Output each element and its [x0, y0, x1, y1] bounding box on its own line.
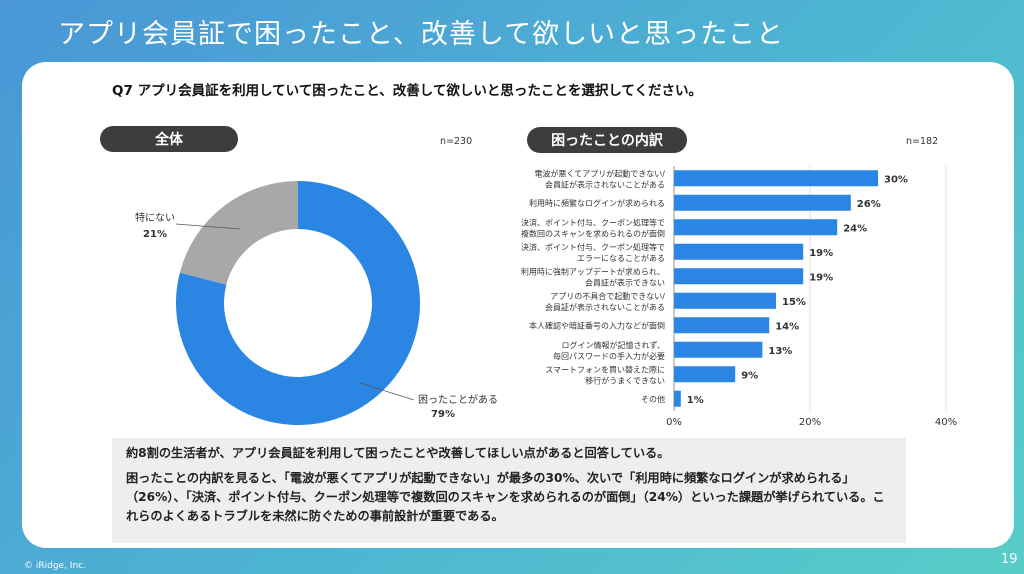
breakdown-pill: 困ったことの内訳 [527, 127, 687, 153]
x-tick-label: 0% [666, 417, 682, 428]
bar-value-label: 26% [857, 199, 881, 210]
category-label: エラーになることがある [577, 253, 665, 263]
bar-value-label: 24% [843, 223, 867, 234]
category-label: スマートフォンを買い替えた際に [545, 364, 665, 374]
x-tick-label: 40% [935, 417, 957, 428]
bar [674, 366, 736, 383]
bar [674, 390, 681, 407]
donut-label: 困ったことがある [418, 393, 498, 406]
category-label: 決済、ポイント付与、クーポン処理等で [521, 217, 665, 227]
summary-paragraph-1: 約8割の生活者が、アプリ会員証を利用して困ったことや改善してほしい点があると回答… [126, 446, 670, 460]
bar-value-label: 30% [884, 174, 908, 185]
bar [674, 219, 838, 236]
bar-value-label: 19% [809, 272, 833, 283]
x-tick-label: 20% [799, 417, 821, 428]
donut-slice [179, 180, 298, 285]
bar-value-label: 1% [687, 395, 704, 406]
overall-pill: 全体 [100, 126, 238, 152]
slide-title: アプリ会員証で困ったこと、改善して欲しいと思ったこと [58, 19, 785, 50]
bar-value-label: 19% [809, 248, 833, 259]
bar [674, 194, 851, 211]
category-label: 移行がうまくできない [585, 375, 665, 385]
category-label: その他 [641, 394, 665, 404]
category-label: アプリの不具合で起動できない/ [550, 291, 665, 301]
overall-sample-size: n=230 [440, 136, 473, 147]
leader-line [175, 223, 241, 230]
category-label: 電波が悪くてアプリが起動できない/ [535, 168, 666, 178]
category-label: 会員証が表示できない [585, 277, 665, 287]
bar [674, 170, 878, 187]
page-number: 19 [1001, 552, 1018, 567]
category-label: 毎回パスワードの手入力が必要 [553, 351, 665, 361]
summary-box: 約8割の生活者が、アプリ会員証を利用して困ったことや改善してほしい点があると回答… [112, 438, 906, 543]
category-label: 利用時に頻繁なログインが求められる [529, 198, 665, 208]
category-label: 本人確認や暗証番号の入力などが面倒 [529, 320, 665, 330]
donut-label: 特にない [135, 212, 175, 224]
bar [674, 317, 770, 334]
bar-value-label: 13% [768, 346, 792, 357]
category-label: 会員証が表示されないことがある [545, 302, 665, 312]
category-label: 決済、ポイント付与、クーポン処理等で [521, 242, 665, 252]
category-label: 会員証が表示されないことがある [545, 179, 665, 189]
category-label: 利用時に強制アップデートが求められ、 [521, 266, 665, 276]
bar-value-label: 14% [775, 321, 799, 332]
category-label: ログイン情報が記憶されず、 [562, 340, 665, 350]
bar [674, 292, 776, 309]
bar [674, 341, 763, 358]
summary-paragraph-2: 困ったことの内訳を見ると、「電波が悪くてアプリが起動できない」が最多の30%、次… [126, 471, 885, 523]
donut-value-label: 79% [431, 409, 455, 420]
question-text: Q7 アプリ会員証を利用していて困ったこと、改善して欲しいと思ったことを選択して… [112, 83, 703, 99]
copyright: © iRidge, Inc. [24, 561, 86, 571]
bar [674, 268, 804, 285]
donut-value-label: 21% [143, 229, 167, 240]
bar-value-label: 15% [782, 297, 806, 308]
bar [674, 243, 804, 260]
category-label: 複数回のスキャンを求められるのが面倒 [521, 228, 665, 238]
bar-value-label: 9% [741, 370, 758, 381]
breakdown-sample-size: n=182 [906, 136, 939, 147]
donut-slice [176, 181, 420, 425]
leader-line [359, 382, 415, 401]
